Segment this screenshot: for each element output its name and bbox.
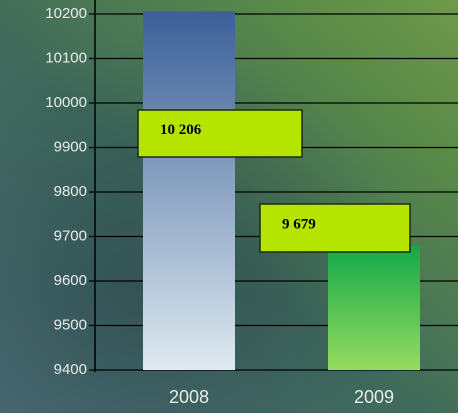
y-tick-label: 9500	[54, 316, 87, 333]
y-tick-label: 9800	[54, 183, 87, 200]
y-tick-label: 9900	[54, 138, 87, 155]
y-tick-label: 10000	[45, 94, 87, 111]
y-tick-label: 10200	[45, 5, 87, 22]
x-tick-label: 2008	[169, 387, 209, 407]
bar	[143, 11, 235, 371]
value-label: 10 206	[160, 122, 202, 138]
value-label-box	[259, 203, 411, 253]
x-tick-label: 2009	[354, 387, 394, 407]
value-label-box	[137, 109, 303, 158]
y-tick-label: 10100	[45, 49, 87, 66]
y-tick-label: 9600	[54, 272, 87, 289]
y-tick-label: 9400	[54, 361, 87, 378]
y-tick-label: 9700	[54, 227, 87, 244]
value-label: 9 679	[282, 216, 316, 232]
bar	[328, 245, 420, 370]
